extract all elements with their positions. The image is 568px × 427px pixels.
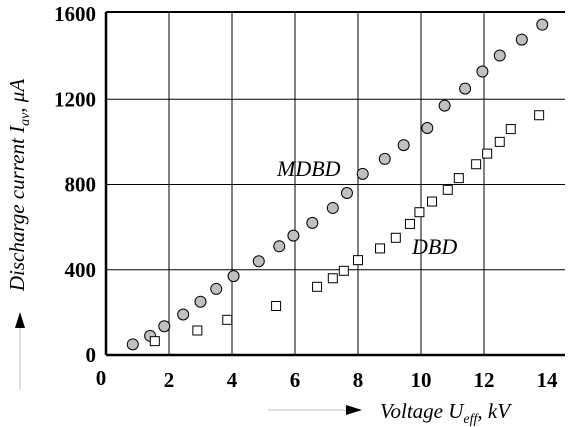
y-tick-label: 1200 — [54, 87, 96, 111]
data-point-mdbd — [252, 255, 265, 268]
data-point-mdbd — [397, 139, 410, 152]
y-tick-label: 400 — [65, 258, 97, 282]
data-point-mdbd — [273, 240, 286, 253]
data-point-dbd — [404, 218, 415, 229]
data-point-mdbd — [378, 152, 391, 165]
data-point-dbd — [427, 196, 438, 207]
data-point-dbd — [222, 314, 233, 325]
data-point-mdbd — [536, 18, 549, 31]
data-point-dbd — [353, 255, 363, 266]
y-tick-label: 1600 — [54, 2, 96, 26]
data-point-mdbd — [210, 282, 223, 295]
data-point-mdbd — [306, 216, 319, 229]
data-point-mdbd — [326, 201, 339, 214]
x-tick-label: 10 — [411, 368, 432, 392]
x-tick-label: 12 — [474, 368, 495, 392]
axes — [104, 11, 565, 357]
data-point-mdbd — [421, 122, 434, 135]
data-point-dbd — [327, 273, 338, 284]
x-tick-label: 14 — [537, 368, 559, 392]
y-axis-arrow — [15, 312, 25, 390]
series-mdbd — [126, 18, 549, 351]
x-axis-label: Voltage Ueff, kV — [380, 399, 512, 427]
x-tick-label: 0 — [96, 366, 107, 390]
x-tick-labels: 0 2 4 6 8 10 12 14 — [96, 366, 558, 392]
data-point-dbd — [192, 325, 203, 336]
grid-lines — [106, 12, 565, 355]
data-point-dbd — [494, 136, 505, 147]
x-tick-label: 8 — [353, 368, 364, 392]
data-point-mdbd — [459, 82, 472, 95]
data-point-dbd — [471, 159, 482, 170]
series-dbd — [149, 110, 545, 347]
y-tick-label: 0 — [86, 343, 97, 367]
data-point-mdbd — [194, 295, 207, 308]
x-tick-label: 6 — [290, 368, 301, 392]
data-point-dbd — [312, 281, 323, 292]
data-points — [126, 18, 549, 351]
y-tick-label: 800 — [65, 173, 97, 197]
data-point-dbd — [375, 243, 386, 254]
data-point-mdbd — [476, 65, 489, 78]
data-point-mdbd — [438, 99, 451, 112]
data-point-dbd — [271, 300, 282, 311]
data-point-mdbd — [493, 49, 506, 62]
y-axis-label: Discharge current Iav, μA — [5, 79, 33, 293]
data-point-dbd — [482, 148, 493, 159]
data-point-dbd — [534, 110, 545, 121]
data-point-mdbd — [356, 167, 369, 180]
data-point-mdbd — [340, 187, 353, 200]
x-tick-label: 2 — [164, 368, 175, 392]
data-point-dbd — [390, 232, 401, 243]
data-point-dbd — [149, 336, 160, 347]
data-point-dbd — [442, 184, 453, 195]
mdbd-series-label: MDBD — [276, 156, 341, 181]
data-point-mdbd — [227, 270, 240, 283]
data-point-dbd — [414, 207, 425, 218]
data-point-mdbd — [287, 229, 300, 242]
data-point-dbd — [453, 173, 464, 184]
data-point-mdbd — [158, 320, 171, 333]
x-tick-label: 4 — [227, 368, 238, 392]
data-point-dbd — [505, 124, 516, 135]
data-point-dbd — [338, 265, 349, 276]
data-point-mdbd — [515, 33, 528, 46]
data-point-mdbd — [126, 338, 139, 351]
x-axis-arrow — [268, 405, 362, 415]
dbd-series-label: DBD — [411, 234, 457, 259]
data-point-mdbd — [177, 308, 190, 321]
y-tick-labels: 0 400 800 1200 1600 — [54, 2, 96, 367]
